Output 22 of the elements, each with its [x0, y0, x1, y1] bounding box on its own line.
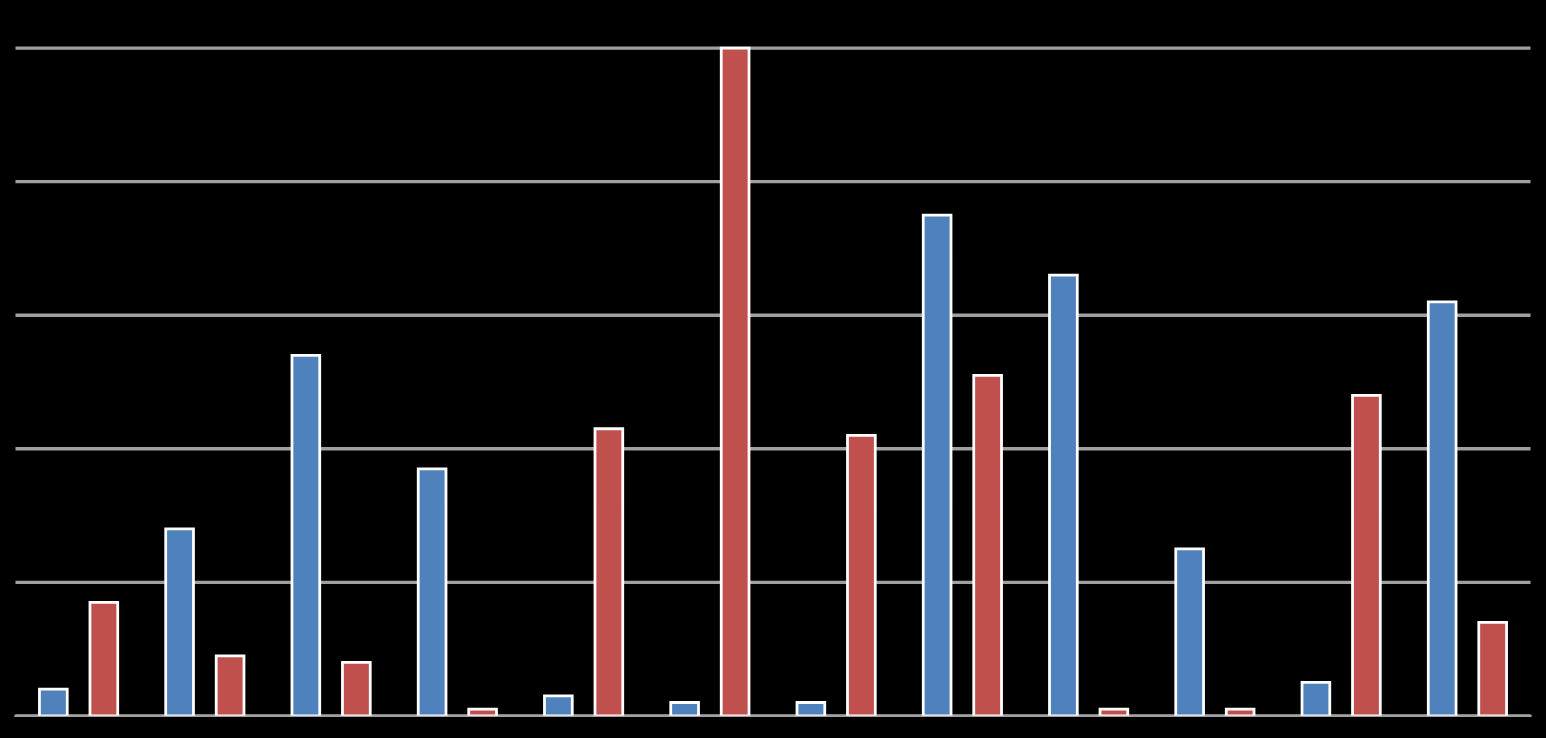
bar — [1048, 273, 1079, 716]
bar — [1300, 681, 1332, 716]
bar — [1174, 547, 1205, 716]
bar — [972, 373, 1003, 716]
bar — [290, 353, 322, 716]
bar — [921, 213, 953, 716]
bar — [88, 600, 120, 716]
bar — [1477, 620, 1508, 716]
bar — [593, 427, 625, 716]
bar — [341, 661, 372, 716]
bar — [1351, 393, 1382, 716]
bar — [795, 701, 827, 716]
bar — [164, 527, 195, 716]
bar — [214, 654, 246, 716]
bar — [669, 701, 700, 716]
bar — [467, 707, 498, 716]
bar — [719, 46, 751, 716]
bar — [543, 694, 574, 716]
bar — [846, 434, 877, 716]
bar — [38, 687, 69, 716]
bar — [416, 467, 448, 716]
bar — [1426, 300, 1458, 716]
